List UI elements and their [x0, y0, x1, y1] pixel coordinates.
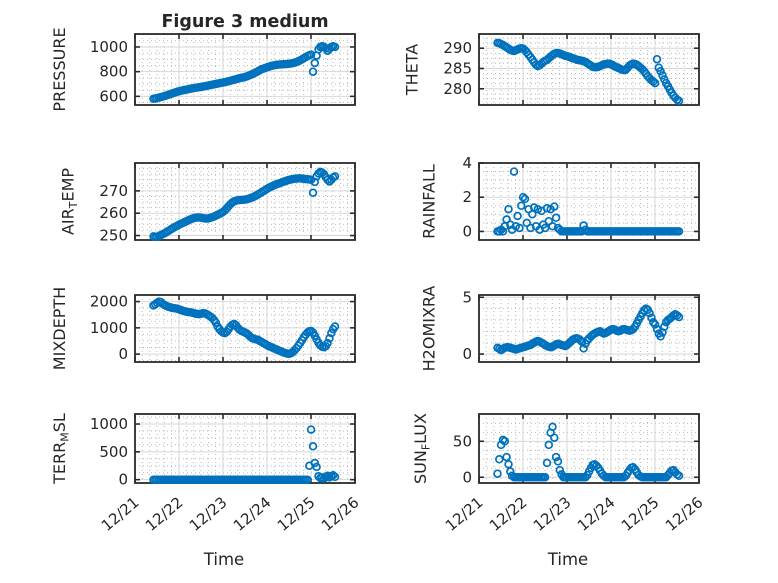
x-axis-title: Time: [547, 550, 588, 569]
y-axis-label-pressure: PRESSURE: [50, 27, 69, 111]
tick-marks: [134, 163, 356, 240]
y-tick-label: 0: [118, 471, 128, 489]
data-points-rainfall: [493, 167, 684, 236]
subplot-rainfall: 0 2 4 RAINFALL: [420, 154, 700, 241]
y-tick-label: 290: [443, 39, 472, 57]
y-tick-label: 0: [118, 345, 128, 363]
x-tick-label: 12/22: [486, 493, 531, 535]
x-tick-label: 12/26: [662, 493, 707, 535]
tick-marks: [478, 162, 700, 240]
data-points-pressure: [149, 42, 340, 104]
minor-grid: [479, 295, 699, 362]
tick-marks: [478, 34, 700, 105]
plot-background: [135, 414, 355, 483]
x-tick-label: 12/26: [318, 493, 363, 535]
subplot-pressure: 600 800 1000 PRESSURE: [50, 27, 356, 112]
y-tick-label: 50: [453, 432, 472, 450]
y-tick-label: 600: [99, 87, 128, 105]
y-tick-label: 0: [462, 222, 472, 240]
y-axis-label-theta: THETA: [403, 44, 422, 96]
y-tick-label: 800: [99, 63, 128, 81]
y-tick-label: 1000: [90, 415, 128, 433]
x-tick-label: 12/22: [142, 493, 187, 535]
tick-marks: [134, 295, 356, 362]
y-tick-label: 0: [462, 468, 472, 486]
subplot-mixdepth: 0 1000 2000 MIXDEPTH: [50, 287, 356, 370]
y-tick-label: 250: [99, 227, 128, 245]
data-points-air_temp: [149, 167, 340, 242]
y-tick-label: 270: [99, 182, 128, 200]
y-tick-label: 280: [443, 80, 472, 98]
y-tick-label: 285: [443, 59, 472, 77]
y-axis-label-sun_flux: SUNFLUX: [411, 413, 433, 484]
y-tick-label: 1000: [90, 38, 128, 56]
x-tick-label: 12/25: [274, 493, 319, 535]
x-tick-label: 12/23: [186, 493, 231, 535]
x-tick-label: 12/21: [98, 493, 143, 535]
minor-grid: [479, 34, 699, 105]
figure-title: Figure 3 medium: [161, 12, 328, 32]
axes-frame: [478, 162, 700, 241]
y-tick-label: 1000: [90, 319, 128, 337]
axes-frame: [134, 162, 356, 241]
tick-marks: [134, 34, 356, 105]
data-points-terr_msl: [149, 425, 340, 484]
data-points-mixdepth: [149, 297, 340, 359]
y-axis-label-rainfall: RAINFALL: [420, 164, 439, 239]
y-axis-label-mixdepth: MIXDEPTH: [50, 287, 69, 370]
y-tick-label: 4: [462, 154, 472, 172]
data-points-sun_flux: [493, 422, 684, 482]
axes-frame: [478, 294, 700, 363]
axes-frame: [134, 33, 356, 106]
y-tick-label: 0: [462, 345, 472, 363]
data-points-h2omixra: [493, 304, 684, 355]
y-tick-label: 5: [462, 288, 472, 306]
y-tick-label: 260: [99, 204, 128, 222]
x-tick-label: 12/24: [230, 493, 275, 535]
y-tick-label: 500: [99, 443, 128, 461]
minor-grid: [135, 414, 355, 483]
tick-marks: [478, 295, 700, 362]
subplot-theta: 280 285 290 THETA: [403, 33, 700, 106]
subplot-air_temp: 250 260 270 AIRTEMP: [59, 162, 356, 245]
x-axis-title: Time: [203, 550, 244, 569]
y-axis-label-h2omixra: H2OMIXRA: [420, 286, 439, 372]
axes-frame: [478, 33, 700, 106]
y-axis-label-terr_msl: TERRMSL: [50, 413, 72, 485]
data-points-theta: [493, 38, 684, 106]
x-tick-label: 12/23: [530, 493, 575, 535]
y-axis-label-air_temp: AIRTEMP: [59, 168, 81, 235]
y-tick-label: 2: [462, 188, 472, 206]
subplot-terr_msl: 0 500 1000 TERRMSL 12/21 12/22 12/23 12/24 12/25…: [50, 413, 363, 569]
y-tick-label: 2000: [90, 293, 128, 311]
subplot-h2omixra: 0 5 H2OMIXRA: [420, 286, 700, 372]
x-tick-label: 12/21: [442, 493, 487, 535]
subplot-sun_flux: 0 50 SUNFLUX 12/21 12/22 12/23 12/24 12/25 12/26…: [411, 413, 707, 569]
x-tick-label: 12/24: [574, 493, 619, 535]
axes-frame: [478, 413, 700, 484]
x-tick-label: 12/25: [618, 493, 663, 535]
